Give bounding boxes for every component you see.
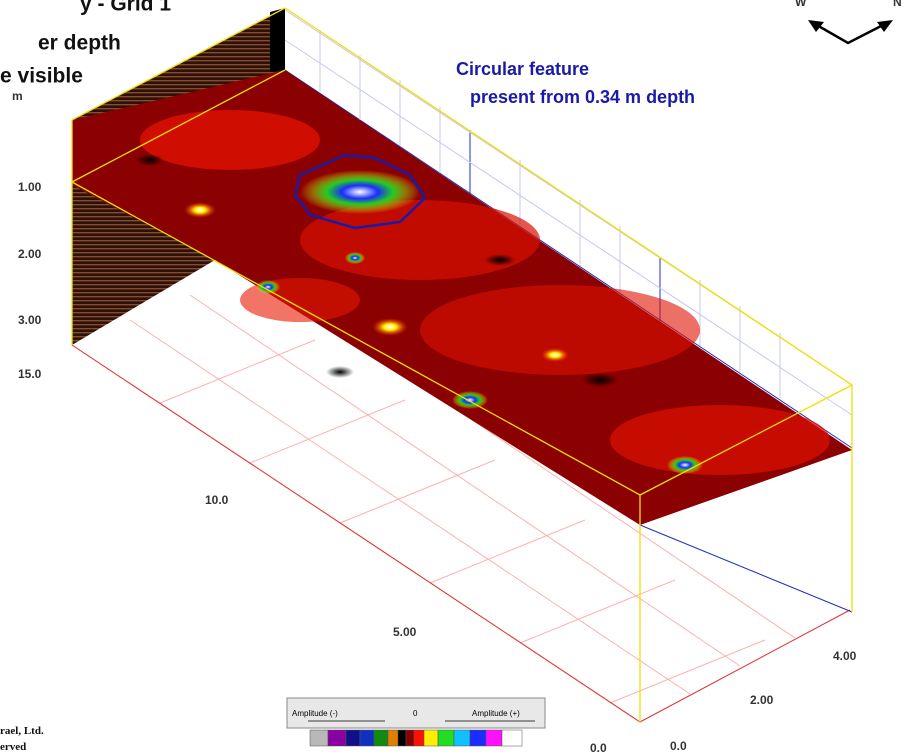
legend-text: Amplitude (-) <box>292 709 338 718</box>
width-label: 4.00 <box>833 649 857 663</box>
depth-unit: m <box>12 89 23 103</box>
legend-text: 0 <box>413 709 418 718</box>
length-label: 0.0 <box>590 741 607 755</box>
compass-label: W <box>795 0 807 9</box>
annotation: Circular feature <box>456 59 589 79</box>
width-label: 0.0 <box>670 739 687 753</box>
depth-label: 3.00 <box>18 313 42 327</box>
title-line: er depth <box>38 31 121 54</box>
compass-label: N <box>893 0 902 9</box>
length-label: 10.0 <box>205 493 229 507</box>
footer: erved <box>0 741 26 753</box>
annotation: present from 0.34 m depth <box>470 87 695 107</box>
compass-arrow <box>808 20 824 32</box>
width-label: 2.00 <box>750 693 774 707</box>
legend: Amplitude (-) 0 Amplitude (+) <box>287 698 545 746</box>
legend-text: Amplitude (+) <box>472 709 520 718</box>
length-label: 5.00 <box>393 625 417 639</box>
depth-label: 1.00 <box>18 180 42 194</box>
footer: rael, Ltd. <box>0 725 44 737</box>
depth-label: 2.00 <box>18 247 42 261</box>
gpr-view: y - Grid 1 er depth e visible m 1.00 2.0… <box>0 0 907 755</box>
radargram-edge <box>270 8 285 72</box>
depth-label: 15.0 <box>18 367 42 381</box>
title-line: y - Grid 1 <box>80 0 171 15</box>
title-line: e visible <box>0 64 83 87</box>
compass <box>815 24 885 43</box>
